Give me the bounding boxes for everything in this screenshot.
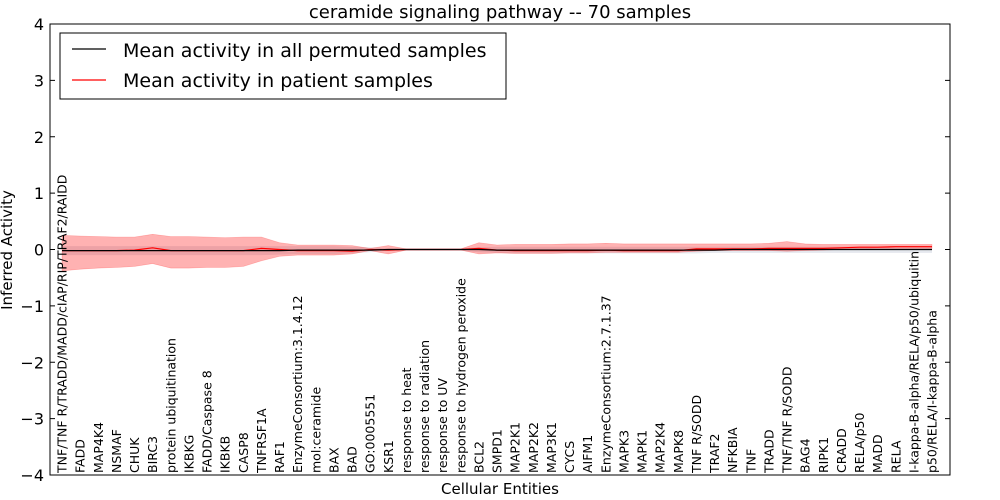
x-tick-label: response to radiation bbox=[417, 340, 432, 473]
x-tick-label: MAP2K1 bbox=[508, 422, 523, 473]
y-tick-label: 0 bbox=[34, 241, 44, 260]
legend: Mean activity in all permuted samples Me… bbox=[59, 32, 507, 100]
y-tick-label: −3 bbox=[20, 410, 44, 429]
legend-label-permuted: Mean activity in all permuted samples bbox=[123, 40, 486, 62]
x-tick-label: p50/RELA/I-kappa-B-alpha bbox=[925, 310, 940, 473]
x-tick-label: FADD/Caspase 8 bbox=[200, 370, 215, 473]
y-axis-title: Inferred Activity bbox=[0, 190, 16, 310]
x-tick-label: response to hydrogen peroxide bbox=[453, 278, 468, 473]
x-tick-label: MAPK3 bbox=[616, 430, 631, 473]
x-tick-label: protein ubiquitination bbox=[163, 338, 178, 473]
x-tick-label: TNF R/SODD bbox=[689, 395, 704, 474]
y-tick-label: −2 bbox=[20, 353, 44, 372]
x-tick-label: EnzymeConsortium:3.1.4.12 bbox=[290, 295, 305, 473]
y-tick-label: 1 bbox=[34, 184, 44, 203]
x-tick-label: TNFRSF1A bbox=[254, 408, 269, 474]
y-tick-label: 4 bbox=[34, 15, 44, 34]
x-tick-label: BAG4 bbox=[798, 438, 813, 473]
x-tick-label: IKBKB bbox=[218, 436, 233, 473]
series-line-permuted bbox=[62, 248, 932, 252]
legend-label-patient: Mean activity in patient samples bbox=[123, 70, 433, 92]
x-axis-title: Cellular Entities bbox=[441, 480, 559, 498]
y-tick-label: 2 bbox=[34, 128, 44, 147]
x-tick-label: response to UV bbox=[435, 378, 450, 473]
legend-box bbox=[59, 32, 507, 100]
x-tick-label: TRAF2 bbox=[707, 433, 722, 474]
x-tick-label: MAPK1 bbox=[635, 430, 650, 473]
x-tick-label: BAD bbox=[345, 446, 360, 473]
y-tick-label: 3 bbox=[34, 71, 44, 90]
x-tick-label: BCL2 bbox=[471, 441, 486, 473]
x-tick-label: CHUK bbox=[127, 437, 142, 473]
confidence-band-patient bbox=[61, 233, 933, 272]
x-tick-label: AIFM1 bbox=[580, 435, 595, 473]
x-tick-label: RIPK1 bbox=[816, 437, 831, 473]
x-tick-label: BAX bbox=[326, 447, 341, 473]
x-tick-label: CRADD bbox=[834, 428, 849, 473]
x-tick-label: NSMAF bbox=[109, 429, 124, 473]
y-tick-label: −4 bbox=[20, 466, 44, 485]
x-tick-label: MAPK8 bbox=[671, 430, 686, 473]
x-tick-label: mol:ceramide bbox=[308, 387, 323, 473]
plot-area: −4 −3 −2 −1 0 1 2 3 4 TNF/TNF R/TRADD/MADD/cIAP/R… bbox=[20, 15, 951, 485]
x-tick-label: I-kappa-B-alpha/RELA/p50/ubiquitin bbox=[906, 251, 921, 473]
x-tick-label: CASP8 bbox=[236, 432, 251, 473]
y-tick-label: −1 bbox=[20, 297, 44, 316]
x-tick-label: TNF/TNF R/TRADD/MADD/cIAP/RIP/TRAF2/RAID… bbox=[55, 175, 70, 474]
x-tick-label: TNF bbox=[743, 449, 758, 474]
x-tick-label: CYCS bbox=[562, 441, 577, 473]
x-tick-label: FADD bbox=[73, 439, 88, 473]
chart-title: ceramide signaling pathway -- 70 samples bbox=[309, 2, 691, 23]
x-tick-label: GO:0005551 bbox=[363, 394, 378, 473]
x-tick-label: EnzymeConsortium:2.7.1.37 bbox=[598, 295, 613, 473]
x-tick-label: RELA/p50 bbox=[852, 413, 867, 473]
x-tick-label: MAP4K4 bbox=[91, 422, 106, 473]
x-tick-label: TNF/TNF R/SODD bbox=[780, 367, 795, 474]
x-tick-label: RAF1 bbox=[272, 441, 287, 473]
x-tick-label: KSR1 bbox=[381, 440, 396, 473]
x-tick-label: TRADD bbox=[761, 429, 776, 474]
x-tick-label: IKBKG bbox=[181, 435, 196, 473]
x-tick-label: NFKBIA bbox=[725, 427, 740, 473]
x-tick-label: RELA bbox=[888, 440, 903, 473]
x-tick-label: BIRC3 bbox=[145, 436, 160, 473]
x-tick-label: MAP2K4 bbox=[653, 422, 668, 473]
x-tick-label: response to heat bbox=[399, 367, 414, 473]
x-tick-label: MADD bbox=[870, 434, 885, 473]
x-tick-label: SMPD1 bbox=[490, 429, 505, 473]
x-tick-label: MAP3K1 bbox=[544, 422, 559, 473]
x-tick-label: MAP2K2 bbox=[526, 422, 541, 473]
